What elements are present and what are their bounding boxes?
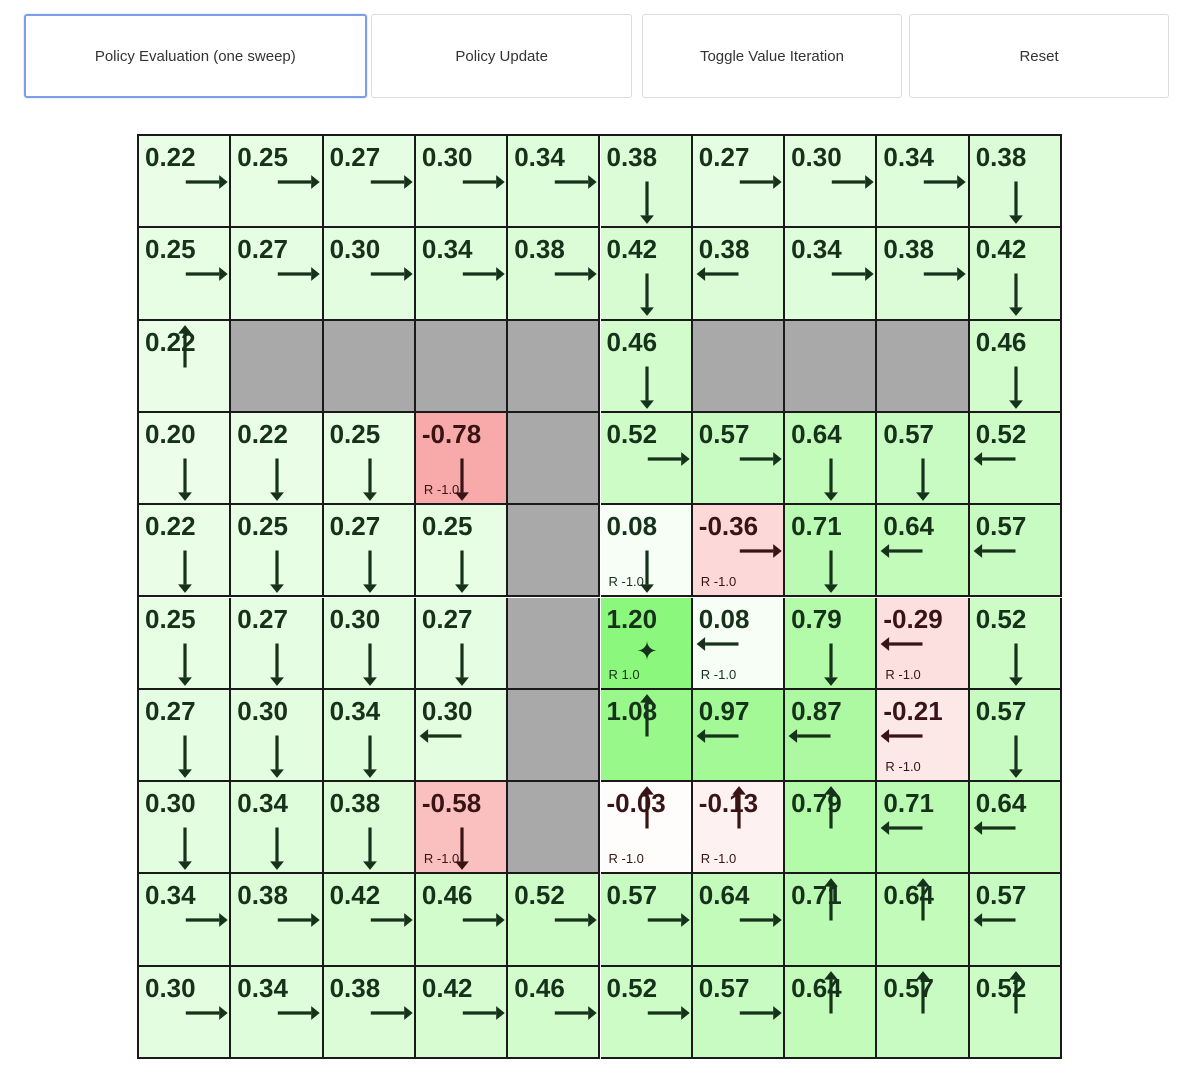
svg-text:✦: ✦ <box>636 638 658 666</box>
